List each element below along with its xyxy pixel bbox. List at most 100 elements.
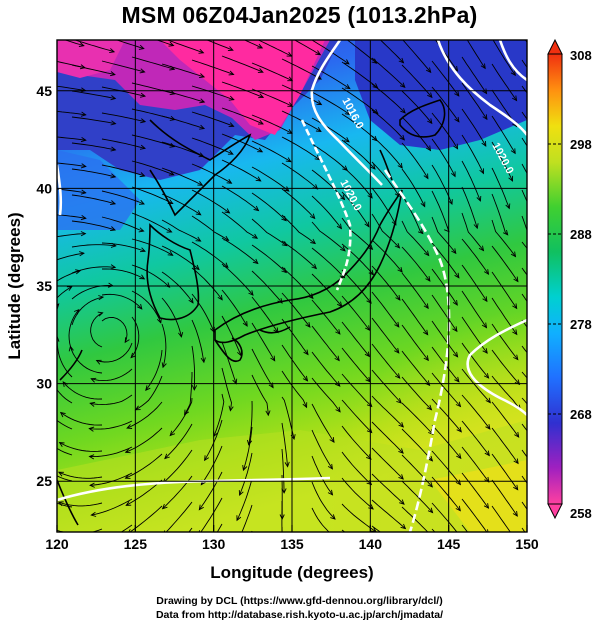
streamline xyxy=(401,402,434,435)
x-axis-label: Longitude (degrees) xyxy=(210,563,373,582)
streamline xyxy=(281,448,285,493)
streamline-arrowhead xyxy=(39,401,43,406)
credits: Drawing by DCL (https://www.gfd-dennou.o… xyxy=(0,594,599,622)
streamline-arrowhead xyxy=(195,236,202,242)
streamline xyxy=(57,188,86,194)
streamline xyxy=(401,298,429,335)
streamline-arrowhead xyxy=(396,398,402,404)
streamline xyxy=(191,111,234,127)
streamline-arrowhead xyxy=(248,290,254,296)
streamline-arrowhead xyxy=(236,541,240,546)
streamline xyxy=(200,497,223,532)
streamline-arrowhead xyxy=(478,245,485,252)
y-axis: 25 30 35 40 45 xyxy=(36,83,52,489)
streamline xyxy=(191,163,232,184)
streamline xyxy=(60,412,103,426)
streamline-arrowhead xyxy=(237,350,242,357)
streamline xyxy=(161,219,201,242)
streamline xyxy=(461,342,489,379)
streamline-arrowhead xyxy=(242,465,248,472)
streamline xyxy=(161,297,182,338)
streamline-arrowhead xyxy=(110,95,117,101)
streamline-arrowhead xyxy=(32,353,36,358)
isobar-ne xyxy=(498,40,527,82)
streamline xyxy=(401,194,424,234)
streamline xyxy=(90,394,133,406)
streamline-arrowhead xyxy=(226,178,233,184)
streamline-arrowhead xyxy=(513,563,517,568)
streamline-arrowhead xyxy=(343,59,350,65)
streamline xyxy=(91,368,133,382)
streamline xyxy=(57,85,86,92)
streamline xyxy=(204,419,223,461)
streamline-arrowhead xyxy=(315,127,322,133)
streamline xyxy=(57,447,73,456)
streamline xyxy=(101,293,143,310)
streamline-arrowhead xyxy=(513,276,519,283)
streamline xyxy=(371,473,405,505)
streamline xyxy=(371,187,397,226)
streamline xyxy=(63,40,84,47)
streamline xyxy=(57,286,73,299)
streamline xyxy=(371,213,400,249)
streamline-arrowhead xyxy=(398,474,404,480)
streamline-arrowhead xyxy=(543,325,548,330)
streamline xyxy=(71,194,116,205)
streamline xyxy=(161,167,203,186)
streamline-arrowhead xyxy=(88,454,95,460)
streamline xyxy=(492,40,516,76)
streamline-arrowhead xyxy=(139,172,146,178)
streamline-arrowhead xyxy=(542,66,547,71)
streamline-arrowhead xyxy=(398,422,405,428)
streamline xyxy=(131,290,162,323)
streamline-arrowhead xyxy=(110,173,117,179)
streamline-arrowhead xyxy=(131,558,136,563)
streamline-arrowhead xyxy=(543,507,547,512)
streamline-arrowhead xyxy=(265,410,271,417)
streamline-arrowhead xyxy=(344,84,351,90)
streamline xyxy=(129,505,163,532)
streamline xyxy=(101,216,144,232)
streamline xyxy=(341,451,372,485)
streamline-arrowhead xyxy=(124,474,131,479)
streamline-arrowhead xyxy=(130,352,136,359)
streamline xyxy=(71,116,116,125)
streamline xyxy=(161,89,205,103)
colorbar: 308 298 288 278 268 258 xyxy=(547,38,592,521)
streamline xyxy=(191,267,223,301)
streamline xyxy=(71,142,116,151)
streamline-arrowhead xyxy=(164,453,170,460)
streamline-arrowhead xyxy=(455,505,461,512)
streamline-arrowhead xyxy=(541,171,545,176)
isobar-1024 xyxy=(383,169,451,532)
streamline-arrowhead xyxy=(455,401,462,408)
streamline xyxy=(379,40,404,64)
streamline xyxy=(402,40,432,73)
streamline xyxy=(221,263,254,296)
streamline-arrowhead xyxy=(41,327,45,332)
streamline-arrowhead xyxy=(512,329,518,336)
streamline xyxy=(341,165,373,199)
streamline-arrowhead xyxy=(337,301,343,308)
streamline-arrowhead xyxy=(199,73,206,79)
streamline-arrowhead xyxy=(481,140,487,147)
streamline-arrowhead xyxy=(128,529,131,532)
streamline xyxy=(73,40,115,53)
streamline xyxy=(71,220,116,231)
streamline xyxy=(311,429,333,470)
streamline-arrowhead xyxy=(430,558,435,563)
streamline xyxy=(15,440,42,475)
streamline xyxy=(521,215,527,232)
streamline xyxy=(371,317,400,354)
streamline-arrowhead xyxy=(479,168,484,175)
streamline-arrowhead xyxy=(46,368,50,373)
streamline-arrowhead xyxy=(394,191,400,198)
streamline xyxy=(101,112,146,123)
streamline-arrowhead xyxy=(236,515,242,522)
streamline xyxy=(221,185,259,211)
streamline-arrowhead xyxy=(543,299,547,304)
streamline xyxy=(431,112,458,149)
streamline-arrowhead xyxy=(538,198,542,203)
streamline xyxy=(40,327,44,370)
streamline-arrowhead xyxy=(452,351,459,358)
